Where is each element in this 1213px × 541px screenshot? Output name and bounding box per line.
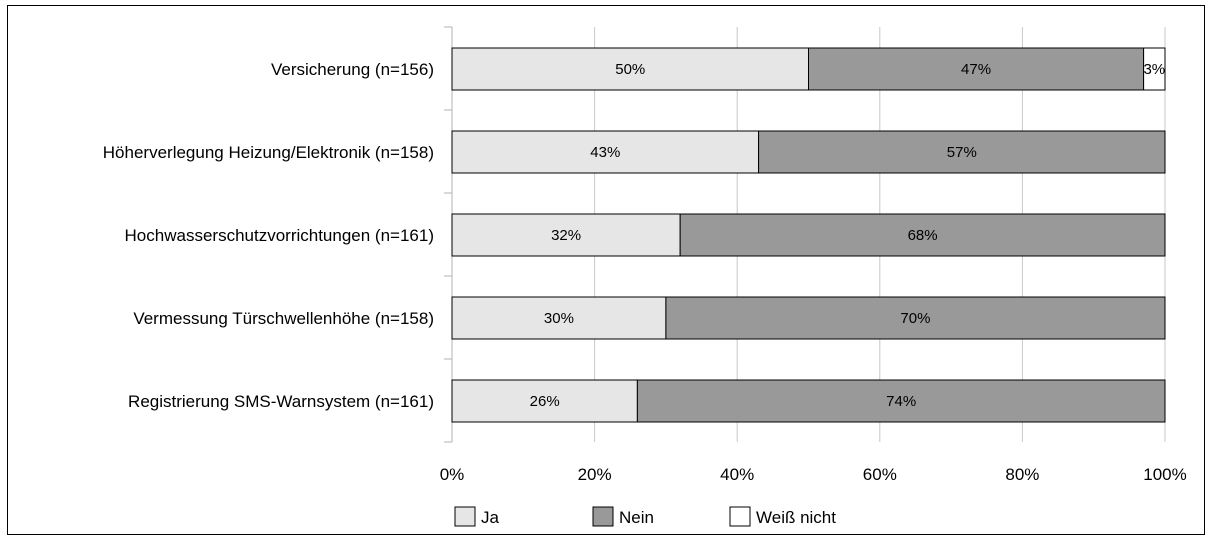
- legend-label-2: Weiß nicht: [756, 508, 836, 527]
- data-label-1-0: 47%: [961, 61, 991, 78]
- category-label-0: Versicherung (n=156): [271, 60, 434, 79]
- x-tick-label-5: 100%: [1143, 465, 1186, 484]
- category-label-4: Registrierung SMS-Warnsystem (n=161): [128, 392, 434, 411]
- x-tick-label-0: 0%: [440, 465, 465, 484]
- bar-0-1: [451, 130, 760, 174]
- data-label-1-1: 57%: [947, 144, 977, 161]
- x-tick-label-4: 80%: [1005, 465, 1039, 484]
- legend-label-0: Ja: [481, 508, 500, 527]
- data-label-0-2: 32%: [551, 227, 581, 244]
- x-tick-label-1: 20%: [578, 465, 612, 484]
- bar-1-3: [665, 296, 1166, 340]
- bar-0-0: [451, 47, 809, 91]
- data-label-0-0: 50%: [615, 61, 645, 78]
- data-label-1-4: 74%: [886, 393, 916, 410]
- data-label-0-1: 43%: [590, 144, 620, 161]
- legend-swatch-2: [729, 506, 751, 527]
- bar-0-4: [451, 379, 638, 423]
- x-tick-label-3: 60%: [863, 465, 897, 484]
- category-label-1: Höherverlegung Heizung/Elektronik (n=158…: [103, 143, 434, 162]
- bar-1-0: [808, 47, 1145, 91]
- bar-1-4: [636, 379, 1166, 423]
- bar-2-0: [1143, 47, 1166, 91]
- x-tick-label-2: 40%: [720, 465, 754, 484]
- legend-label-1: Nein: [619, 508, 654, 527]
- chart-frame: [7, 5, 1205, 535]
- data-label-0-3: 30%: [544, 310, 574, 327]
- legend-swatch-1: [592, 506, 614, 527]
- legend-swatch-0: [454, 506, 476, 527]
- category-label-2: Hochwasserschutzvorrichtungen (n=161): [125, 226, 434, 245]
- bar-1-2: [679, 213, 1166, 257]
- data-label-1-3: 70%: [900, 310, 930, 327]
- bar-0-2: [451, 213, 681, 257]
- category-label-3: Vermessung Türschwellenhöhe (n=158): [133, 309, 434, 328]
- data-label-1-2: 68%: [908, 227, 938, 244]
- bar-0-3: [451, 296, 667, 340]
- data-label-0-4: 26%: [530, 393, 560, 410]
- bar-1-1: [758, 130, 1166, 174]
- data-label-2-0: 3%: [1143, 61, 1165, 78]
